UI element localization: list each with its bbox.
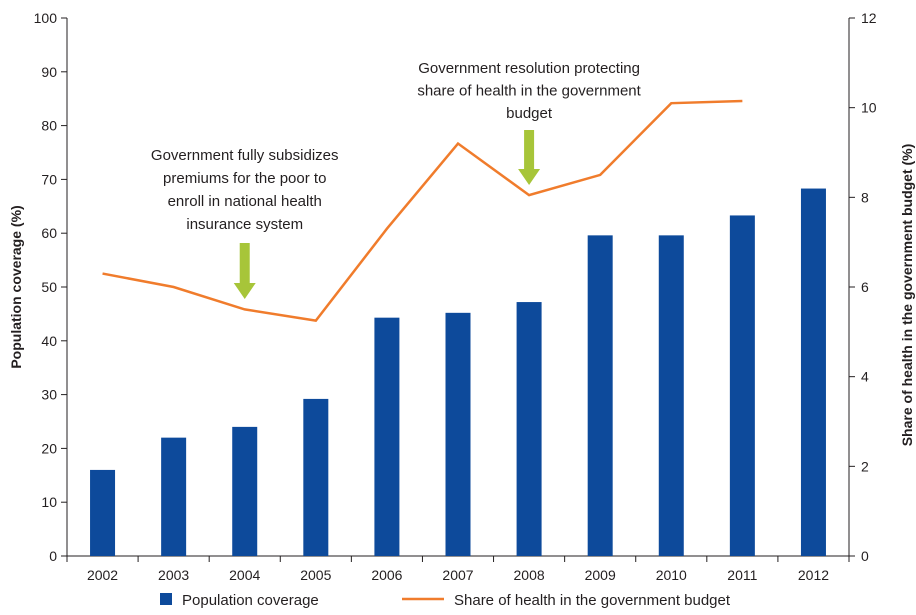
x-tick-label: 2010: [656, 567, 687, 583]
bar-population-coverage: [658, 235, 684, 557]
y-tick-label: 80: [41, 118, 57, 134]
legend-swatch-population-coverage: [160, 593, 172, 605]
line-health-budget-share: [102, 99, 743, 322]
bar-population-coverage: [90, 469, 116, 556]
x-tick-label: 2006: [371, 567, 402, 583]
line-series: [102, 99, 743, 322]
y2-tick-label: 2: [861, 458, 869, 474]
annotation-text-line: premiums for the poor to: [163, 170, 326, 187]
y-tick-label: 70: [41, 171, 57, 187]
y-tick-label: 100: [34, 10, 58, 26]
bar-population-coverage: [445, 312, 471, 556]
bar-population-coverage: [303, 398, 329, 556]
y-tick-label: 90: [41, 64, 57, 80]
annotation-group: Government fully subsidizes premiums for …: [151, 147, 339, 299]
x-tick-label: 2003: [158, 567, 189, 583]
annotation-text-line: enroll in national health: [168, 193, 322, 210]
y2-tick-label: 4: [861, 369, 869, 385]
y2-tick-label: 6: [861, 279, 869, 295]
annotation-text-line: Government resolution protecting: [418, 60, 640, 77]
annotations: Government fully subsidizes premiums for …: [151, 60, 642, 299]
x-tick-label: 2007: [442, 567, 473, 583]
x-tick-label: 2005: [300, 567, 331, 583]
y2-tick-label: 12: [861, 10, 877, 26]
y-tick-label: 40: [41, 333, 57, 349]
annotation-arrow-icon: [233, 243, 256, 299]
y-axis-title: Population coverage (%): [8, 205, 24, 368]
y-tick-label: 20: [41, 440, 57, 456]
y2-tick-label: 10: [861, 100, 877, 116]
annotation-text-line: budget: [506, 105, 553, 122]
y2-tick-label: 0: [861, 548, 869, 564]
y-tick-label: 30: [41, 387, 57, 403]
x-tick-label: 2002: [87, 567, 118, 583]
annotation-arrow-icon: [518, 130, 541, 185]
bar-population-coverage: [729, 215, 755, 557]
y-tick-label: 10: [41, 494, 57, 510]
bar-population-coverage: [232, 426, 258, 556]
y2-axis-title: Share of health in the government budget…: [899, 144, 915, 447]
x-tick-label: 2008: [514, 567, 545, 583]
annotation-text-line: insurance system: [186, 216, 303, 233]
y2-tick-label: 8: [861, 189, 869, 205]
legend: Population coverage Share of health in t…: [160, 592, 731, 609]
annotation-text-line: Government fully subsidizes: [151, 147, 339, 164]
y-tick-label: 60: [41, 225, 57, 241]
y-tick-label: 0: [49, 548, 57, 564]
bar-population-coverage: [374, 317, 400, 556]
x-tick-label: 2012: [798, 567, 829, 583]
bar-population-coverage: [516, 302, 542, 556]
legend-label-population-coverage: Population coverage: [182, 592, 319, 609]
axes: 0 10 20 30 40 50 60 70 80 90 100 0 2 4 6 8 10 12 2002 2003 2…: [34, 10, 877, 583]
legend-label-health-budget-share: Share of health in the government budget: [454, 592, 731, 609]
x-tick-label: 2011: [727, 567, 757, 583]
bar-population-coverage: [800, 188, 826, 556]
bar-population-coverage: [161, 437, 187, 556]
x-tick-label: 2009: [585, 567, 616, 583]
annotation-text-line: share of health in the government: [417, 83, 641, 100]
bar-series: [90, 188, 826, 557]
x-tick-label: 2004: [229, 567, 260, 583]
y-tick-label: 50: [41, 279, 57, 295]
annotation-group: Government resolution protecting share of…: [417, 60, 642, 185]
bar-population-coverage: [587, 235, 613, 557]
